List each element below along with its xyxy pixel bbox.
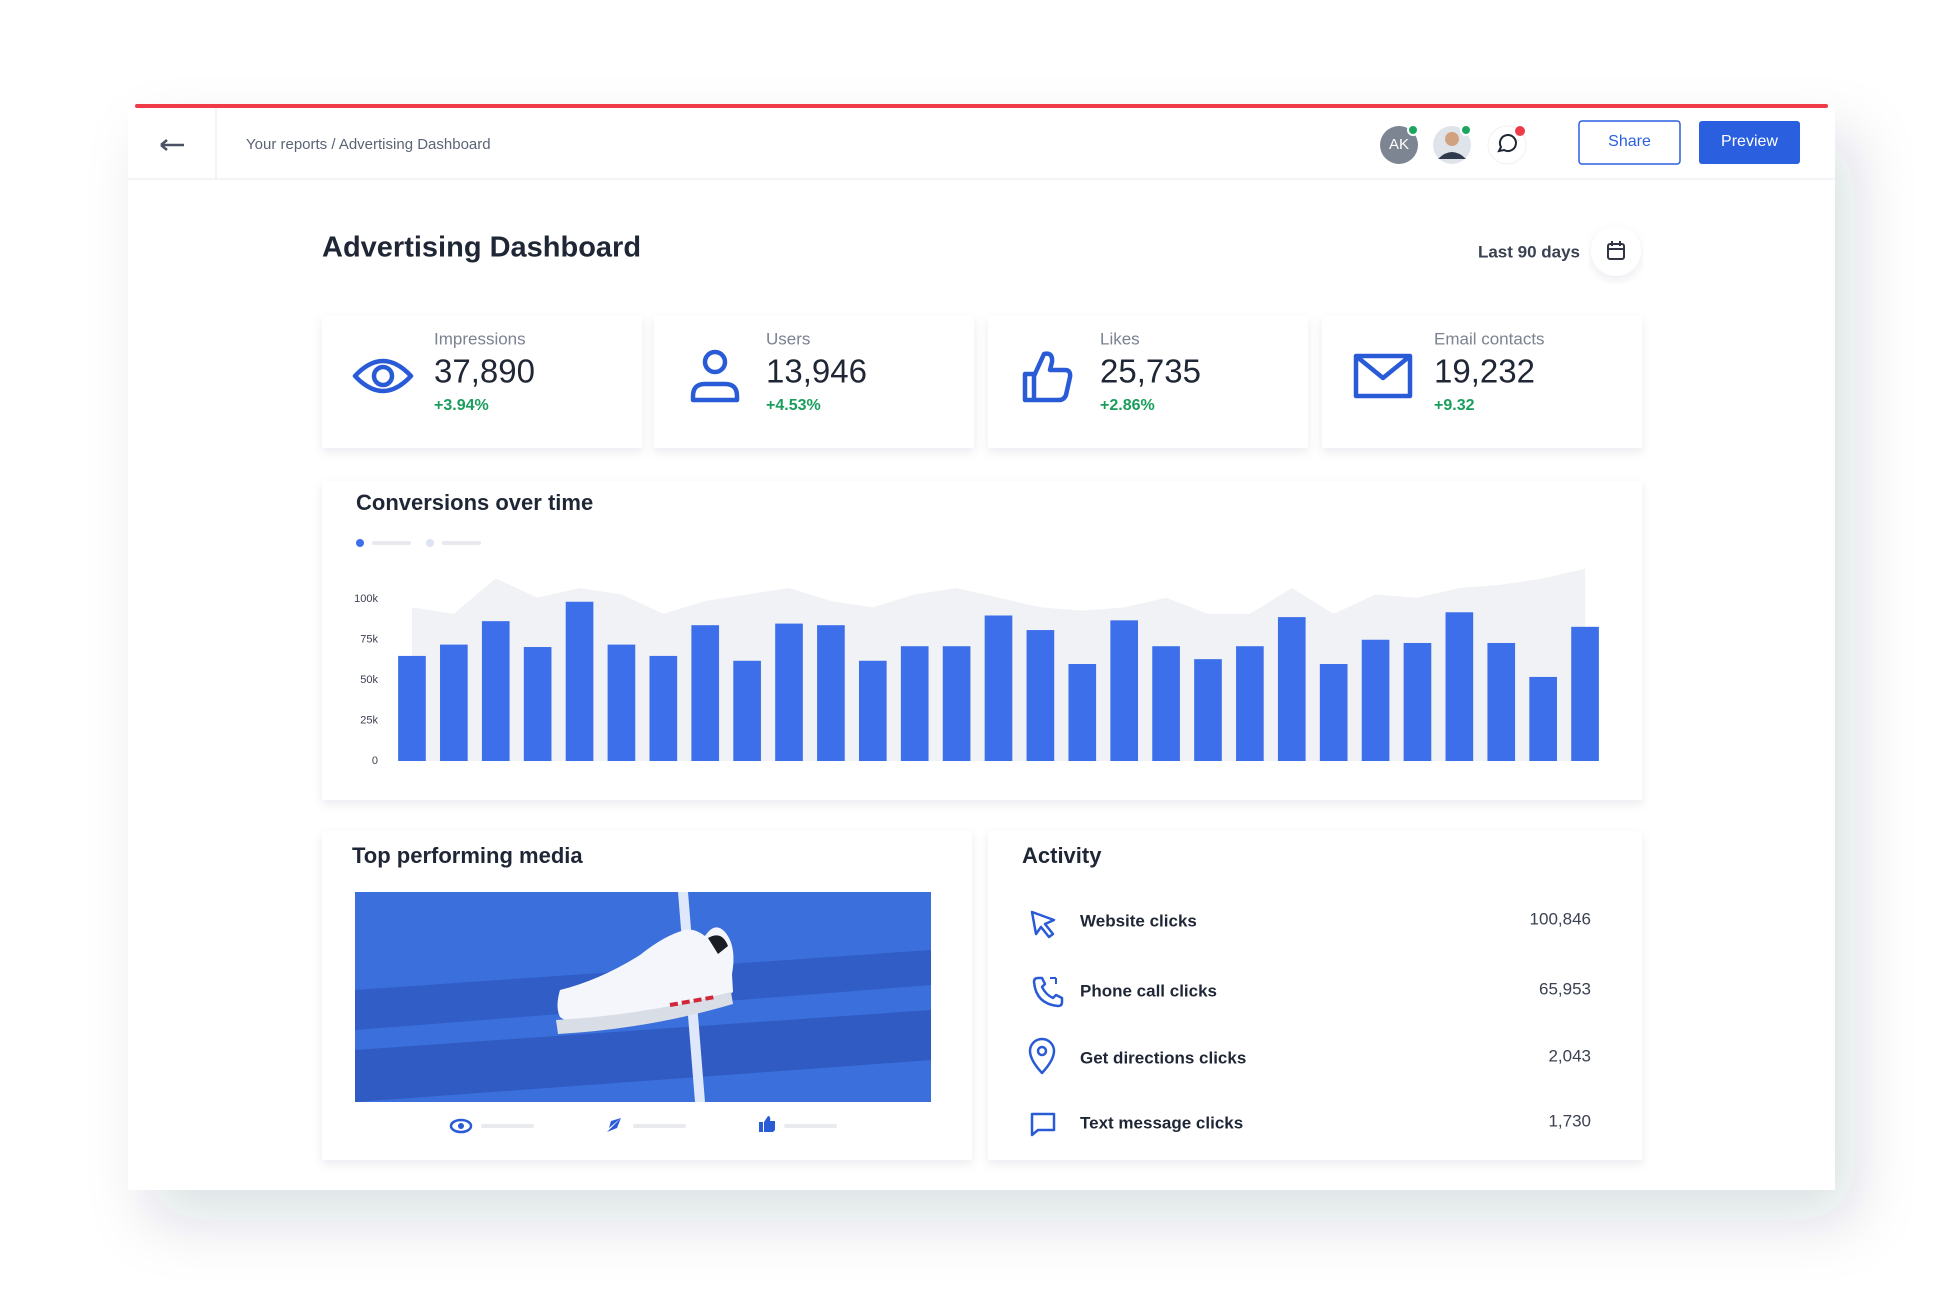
kpi-change: +3.94% [434,397,489,414]
calendar-icon [1607,243,1625,260]
kpi-value: 13,946 [766,353,867,390]
activity-value: 1,730 [1548,1111,1591,1130]
preview-button[interactable] [1699,121,1800,164]
bar [607,644,636,761]
bar [900,646,929,761]
bar [1361,639,1390,761]
share-button[interactable] [1578,120,1681,165]
image-shadow [355,1010,931,1102]
bar [691,625,720,761]
share-label: Share [1608,133,1651,150]
bar [1068,664,1097,761]
bar [649,655,678,761]
kpi-card [988,316,1308,448]
kpi-label: Users [766,329,810,348]
bar [1152,646,1180,761]
dashboard-title: Advertising Dashboard [322,232,641,264]
media-image[interactable] [355,892,931,1102]
media-title: Top performing media [352,843,583,868]
bar [565,601,594,761]
chart-title: Conversions over time [356,490,593,515]
bar [398,655,426,761]
kpi-label: Likes [1100,329,1140,348]
kpi-change: +9.32 [1434,397,1475,414]
bar [1277,617,1306,761]
status-dot [1460,124,1472,136]
activity-title: Activity [1022,843,1102,868]
bar [984,615,1013,761]
y-tick-label: 75k [360,634,378,646]
notify-dot [1515,126,1525,136]
kpi-change: +2.86% [1100,397,1155,414]
avatar-face [1445,132,1459,146]
activity-value: 2,043 [1548,1046,1591,1065]
y-tick-label: 25k [360,714,378,726]
bar [942,646,971,761]
y-tick-label: 50k [360,674,378,686]
top-accent [135,104,1828,108]
kpi-value: 19,232 [1434,353,1535,390]
avatar-body [1438,152,1466,159]
shoe-accent [669,995,716,1007]
comment-icon [1497,134,1517,153]
bar [1487,642,1516,761]
activity-value: 100,846 [1530,909,1591,928]
shoe-heel [708,935,728,954]
bar [1319,664,1348,761]
bar [1571,626,1599,761]
bar [1529,676,1557,761]
kpi-icon [352,358,414,394]
activity-icons [1028,910,1064,1137]
bar [440,644,468,761]
kpi-value: 25,735 [1100,353,1201,390]
calendar-icon-lines [1608,241,1624,250]
kpi-label: Email contacts [1434,329,1545,348]
shoe [557,927,734,1024]
bar [858,660,887,761]
avatar-initials: AK [1389,136,1409,153]
legend-placeholder [372,541,411,545]
calendar-button[interactable] [1591,226,1641,276]
kpi-icon [1353,353,1413,399]
bar [481,621,510,761]
avatar[interactable] [1380,126,1418,164]
legend-placeholder [442,541,481,545]
bar [1445,612,1474,761]
bar [1194,659,1222,761]
bar [1403,642,1432,761]
kpi-icon [1022,351,1073,403]
activity-label: Phone call clicks [1080,981,1217,1000]
bar [1026,630,1055,761]
kpi-card [1322,316,1642,448]
breadcrumb[interactable]: Your reports / Advertising Dashboard [246,136,491,153]
kpi-icon [690,349,740,403]
legend-dot [356,539,364,547]
bar [1236,646,1264,761]
kpi-label: Impressions [434,329,526,348]
activity-value: 65,953 [1539,979,1591,998]
kpi-change: +4.53% [766,397,821,414]
media-stats [449,1116,837,1134]
activity-label: Website clicks [1080,911,1197,930]
y-tick-label: 100k [354,593,378,605]
legend-dot [426,539,434,547]
bar [775,623,803,761]
kpi-value: 37,890 [434,353,535,390]
bar [817,625,845,761]
status-dot [1407,124,1419,136]
preview-label: Preview [1721,133,1778,150]
activity-label: Text message clicks [1080,1113,1243,1132]
comments-button[interactable] [1487,125,1527,165]
y-tick-label: 0 [372,755,378,767]
bar [1110,620,1139,761]
activity-card [988,831,1642,1160]
activity-label: Get directions clicks [1080,1048,1246,1067]
bar [523,647,552,761]
period-label[interactable]: Last 90 days [1478,242,1580,261]
back-button[interactable] [160,139,184,151]
bar [733,660,761,761]
